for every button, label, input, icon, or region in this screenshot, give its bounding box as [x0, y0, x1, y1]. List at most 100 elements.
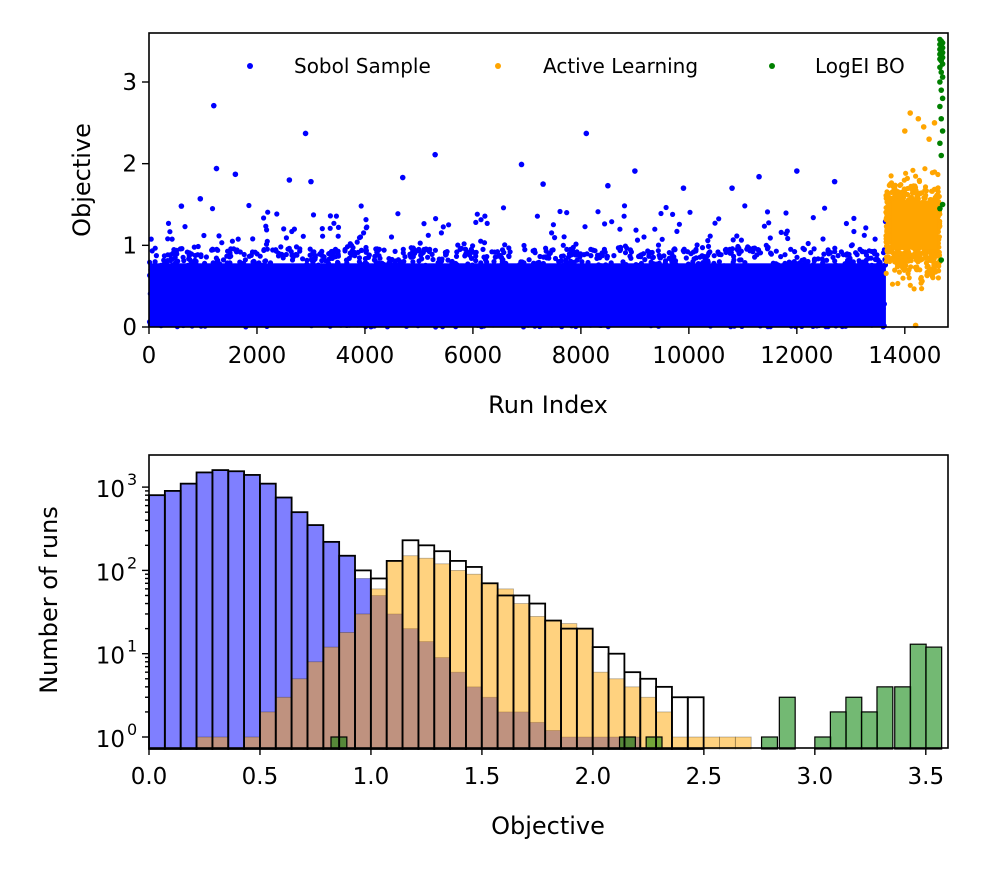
scatter-y-ticks: 0 1 2 3	[122, 70, 149, 341]
scatter-x-tick-label: 10000	[652, 343, 725, 369]
scatter-point-logei	[937, 140, 943, 147]
scatter-point-sobol	[195, 252, 201, 258]
scatter-point-sobol	[201, 232, 207, 239]
scatter-point-sobol	[275, 253, 282, 259]
scatter-point-sobol	[544, 255, 550, 261]
scatter-point-sobol	[335, 253, 341, 259]
scatter-point-sobol	[605, 182, 611, 189]
histogram-bar-sobol	[180, 483, 197, 750]
scatter-point-sobol	[421, 221, 427, 227]
scatter-point-sobol	[237, 249, 243, 255]
scatter-point-active-learning	[929, 170, 936, 176]
scatter-point-sobol	[220, 257, 227, 263]
scatter-point-sobol	[792, 249, 798, 255]
scatter-point-sobol	[304, 257, 310, 263]
scatter-point-sobol	[638, 252, 644, 258]
scatter-point-sobol	[617, 247, 623, 254]
scatter-point-sobol	[165, 220, 172, 226]
scatter-point-active-learning	[915, 115, 922, 122]
scatter-point-sobol	[432, 247, 438, 253]
scatter-point-active-learning	[902, 128, 908, 134]
scatter-x-tick-label: 6000	[444, 343, 503, 369]
scatter-point-sobol	[634, 237, 641, 243]
scatter-point-sobol	[492, 254, 498, 260]
scatter-point-sobol	[263, 258, 269, 264]
scatter-point-sobol	[564, 246, 570, 252]
histogram-bar-sobol	[227, 470, 245, 750]
scatter-point-sobol	[875, 257, 881, 263]
scatter-point-sobol	[736, 251, 742, 257]
scatter-point-sobol	[791, 259, 797, 265]
scatter-point-sobol	[416, 258, 422, 264]
scatter-point-sobol	[699, 253, 705, 259]
scatter-point-sobol	[152, 259, 158, 265]
scatter-point-active-learning	[883, 243, 890, 249]
scatter-point-sobol	[169, 236, 175, 242]
scatter-point-sobol	[730, 237, 736, 243]
scatter-point-active-learning	[885, 228, 892, 234]
scatter-point-sobol	[819, 256, 825, 262]
scatter-point-sobol	[705, 238, 711, 244]
scatter-point-sobol	[794, 168, 800, 174]
scatter-point-sobol	[307, 246, 313, 252]
scatter-point-sobol	[213, 165, 220, 172]
scatter-point-active-learning	[903, 170, 909, 176]
scatter-point-sobol	[650, 254, 657, 260]
scatter-point-sobol	[430, 256, 436, 263]
histogram-y-tick-exponent: 3	[127, 470, 137, 489]
scatter-point-sobol	[402, 254, 408, 260]
scatter-point-sobol	[681, 249, 687, 255]
scatter-point-sobol	[319, 252, 325, 258]
scatter-point-sobol	[278, 244, 284, 250]
scatter-point-sobol	[560, 253, 567, 259]
scatter-point-sobol	[560, 242, 566, 248]
scatter-point-sobol	[547, 250, 553, 256]
legend-marker-logei	[769, 63, 775, 69]
scatter-point-sobol	[327, 225, 333, 231]
scatter-point-sobol	[229, 238, 235, 244]
scatter-point-logei	[938, 69, 945, 75]
scatter-point-sobol	[521, 242, 527, 249]
scatter-point-sobol	[175, 258, 181, 264]
scatter-point-sobol	[473, 253, 479, 259]
scatter-point-active-learning	[936, 263, 942, 269]
scatter-point-sobol	[308, 178, 314, 185]
histogram-x-ticks: 0.0 0.5 1.0 1.5 2.0 2.5 3.0 3.5	[131, 748, 944, 790]
scatter-point-sobol	[507, 249, 513, 255]
scatter-point-sobol	[518, 161, 525, 168]
scatter-point-sobol	[392, 248, 398, 254]
scatter-point-sobol	[824, 257, 830, 263]
scatter-point-sobol	[438, 230, 444, 236]
scatter-point-sobol	[727, 246, 733, 252]
scatter-point-active-learning	[883, 258, 890, 264]
scatter-point-logei	[937, 79, 943, 85]
scatter-point-sobol	[302, 130, 309, 137]
scatter-point-sobol	[659, 236, 665, 242]
scatter-point-sobol	[365, 254, 372, 260]
scatter-point-sobol	[423, 246, 429, 252]
scatter-point-sobol	[432, 151, 438, 158]
scatter-point-sobol	[148, 236, 154, 242]
scatter-point-sobol	[481, 240, 488, 246]
scatter-point-sobol	[844, 251, 850, 257]
scatter-point-sobol	[417, 240, 423, 246]
scatter-point-sobol	[716, 251, 722, 257]
scatter-point-sobol	[632, 168, 638, 174]
scatter-point-sobol	[499, 247, 506, 253]
scatter-point-sobol	[440, 224, 446, 230]
scatter-point-active-learning	[917, 190, 923, 196]
scatter-point-active-learning	[897, 250, 903, 256]
scatter-point-sobol	[735, 243, 741, 250]
scatter-point-sobol	[506, 253, 512, 260]
scatter-point-sobol	[573, 241, 579, 247]
scatter-point-active-learning	[920, 124, 927, 130]
scatter-y-tick-label: 1	[122, 233, 137, 259]
scatter-y-tick-label: 2	[122, 152, 137, 178]
scatter-point-active-learning	[912, 264, 919, 270]
histogram-bar-active-learning	[449, 570, 467, 750]
scatter-point-active-learning	[931, 262, 937, 268]
histogram-bar-active-learning	[417, 557, 435, 750]
scatter-point-sobol	[319, 258, 325, 264]
scatter-point-sobol	[747, 248, 753, 254]
scatter-x-tick-label: 0	[142, 343, 157, 369]
